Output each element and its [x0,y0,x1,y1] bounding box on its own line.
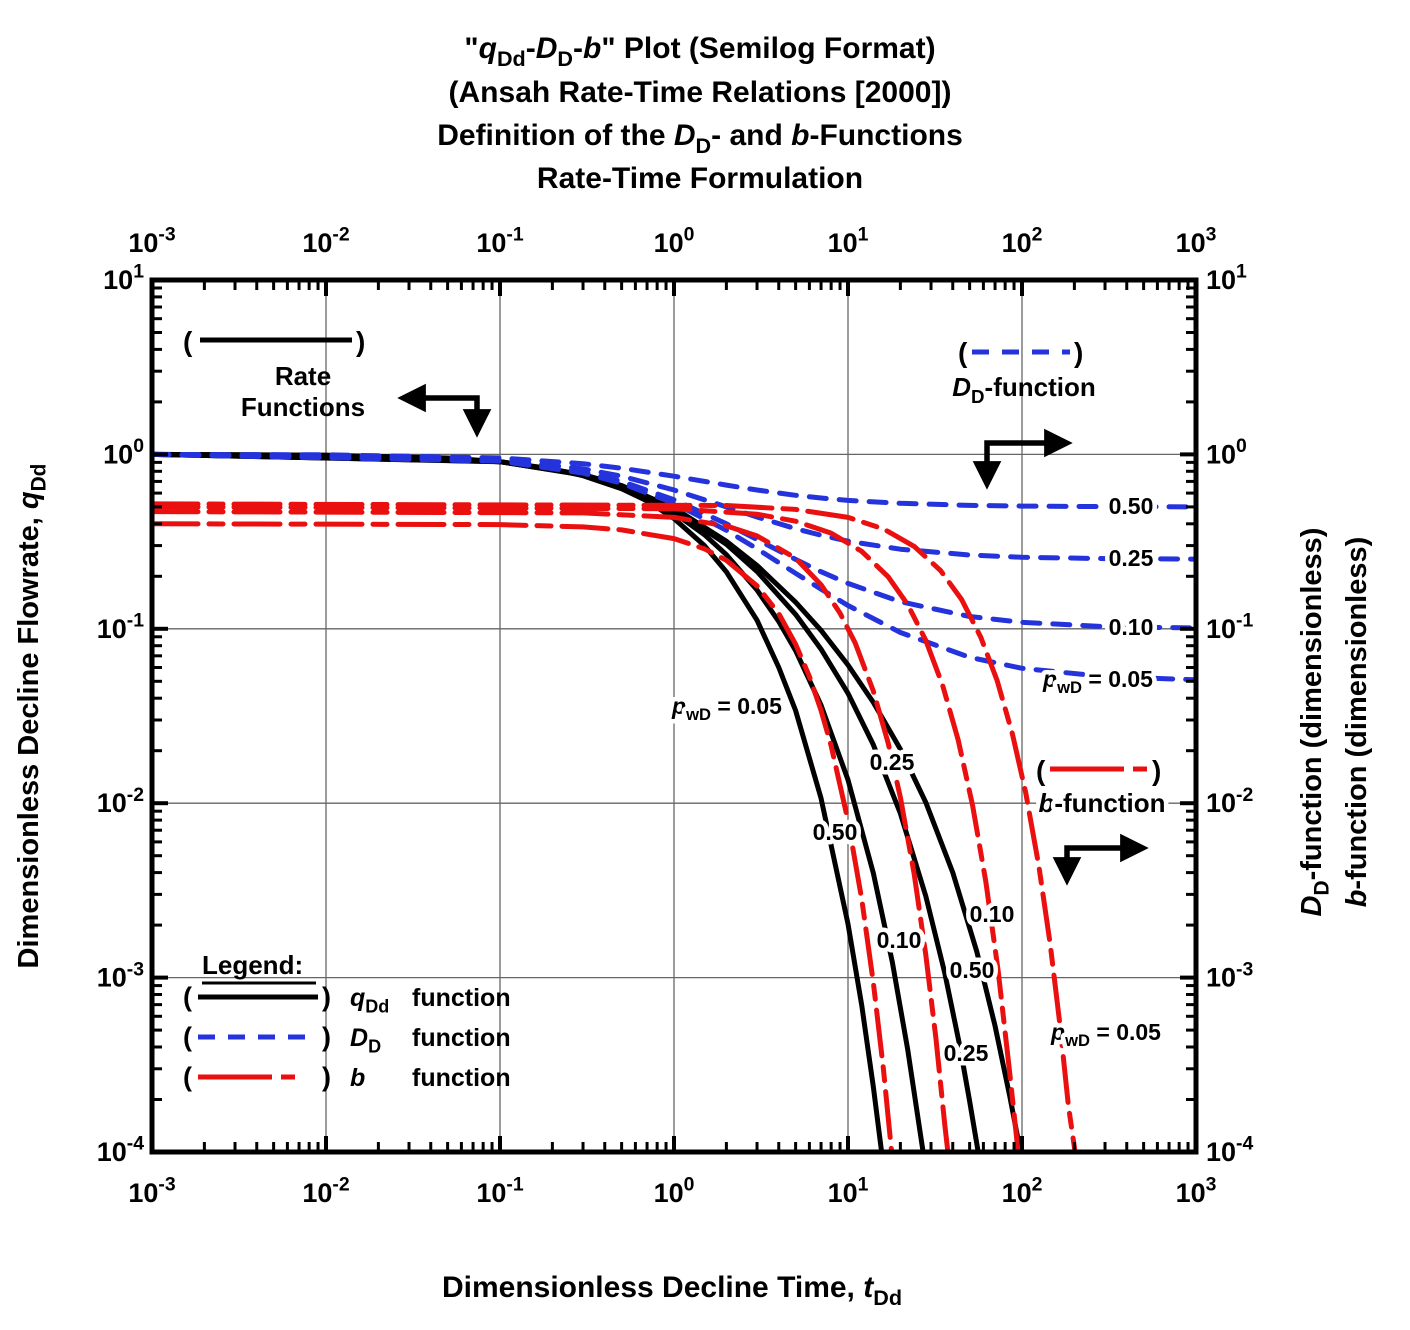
x-axis-title: Dimensionless Decline Time, tDd [442,1271,902,1310]
legend-word-dd: function [412,1024,511,1052]
axis-ticks [150,278,1198,1154]
tick-label: 101 [103,261,144,295]
tick-label: 10-4 [1206,1133,1254,1167]
tick-label: 101 [828,1174,869,1208]
curve-label: 0.25 [944,1040,989,1066]
title-line-4: Rate-Time Formulation [537,162,863,195]
curve-label: 0.25 [870,749,915,775]
y-right-axis-title-b: b-function (dimensionless) [1341,537,1373,908]
paren-close: ) [322,982,331,1012]
legend-title: Legend: [202,950,303,980]
callout-rate-functions: ( ) Rate Functions [183,326,492,438]
paren-close: ) [356,326,365,357]
paren-open: ( [183,1062,192,1092]
legend: Legend: ( ) qDd function ( ) DD function… [183,950,511,1092]
curve-D_D-pwd-0.5 [152,451,1196,510]
tick-label: 102 [1002,224,1043,258]
dd-arrow [972,428,1073,490]
rate-label-line-2: Functions [241,392,365,422]
tick-label: 10-1 [1206,609,1254,643]
curve-D_D-pwd-0.1 [152,451,1196,631]
paren-close: ) [322,1022,331,1052]
y-right-axis-title-dd: DD-function (dimensionless) [1296,528,1334,917]
legend-row-dd: ( ) DD function [183,1022,511,1057]
callout-dd-function: ( ) DD-function [952,337,1096,490]
curve-label: 0.50 [1109,493,1154,519]
title-block: "qDd-DD-b" Plot (Semilog Format) (Ansah … [437,32,963,195]
rate-label-line-1: Rate [275,361,331,391]
curve-lines [152,451,1196,1152]
title-line-3: Definition of the DD- and b-Functions [437,119,963,158]
callout-b-function: ( ) b-function [1034,755,1170,886]
tick-label: 103 [1176,1174,1217,1208]
tick-label: 103 [1176,224,1217,258]
rate-arrow [397,383,492,438]
tick-label: 10-2 [1206,784,1253,818]
paren-close: ) [1074,337,1083,368]
b-label: b-function [1038,788,1165,818]
curve-D_D-pwd-0.05 [152,451,1196,683]
tick-label: 10-2 [302,224,349,258]
paren-open: ( [1036,755,1046,786]
curve-label: 0.50 [813,819,858,845]
title-line-2: (Ansah Rate-Time Relations [2000]) [449,76,952,109]
title-line-1: "qDd-DD-b" Plot (Semilog Format) [464,32,935,71]
tick-label: 10-1 [476,1174,524,1208]
paren-open: ( [183,982,192,1012]
curve-b-pwd-0.1 [152,504,1021,1152]
tick-label: 101 [828,224,869,258]
tick-label: 100 [1206,435,1247,469]
tick-label: 10-3 [128,224,176,258]
legend-symbol-qdd: qDd [350,984,389,1017]
paren-close: ) [1152,755,1161,786]
b-arrow [1052,833,1149,886]
paren-open: ( [183,326,193,357]
curve-label: pwD = 0.05 [671,693,782,724]
tick-label: 10-2 [302,1174,349,1208]
curve-label: 0.10 [1109,614,1154,640]
curve-b-pwd-0.05 [152,501,1078,1152]
legend-row-qdd: ( ) qDd function [183,982,511,1017]
curve-b-pwd-0.5 [152,521,895,1152]
tick-label: 10-2 [97,784,144,818]
curve-label: 0.10 [877,927,922,953]
curve-label: 0.25 [1109,545,1154,571]
legend-row-b: ( ) b function [183,1062,511,1092]
tick-label: 10-3 [1206,958,1254,992]
tick-label: 10-1 [476,224,524,258]
tick-label: 10-1 [97,609,145,643]
legend-symbol-b: b [350,1064,365,1092]
curve-label: 0.10 [970,901,1015,927]
axis-tick-labels: 10-3 10-3 10-2 10-2 10-1 10-1 100 100 101 101 102 1… [97,224,1254,1208]
legend-word-b: function [412,1064,511,1092]
y-left-axis-title: Dimensionless Decline Flowrate, qDd [13,464,51,969]
tick-label: 100 [103,435,144,469]
tick-label: 10-3 [97,958,145,992]
curve-label: pwD = 0.05 [1042,666,1153,697]
tick-label: 100 [654,224,695,258]
dd-label: DD-function [952,372,1095,407]
tick-label: 102 [1002,1174,1043,1208]
legend-word-qdd: function [412,984,511,1012]
tick-label: 10-3 [128,1174,176,1208]
legend-symbol-dd: DD [350,1024,381,1057]
tick-label: 101 [1206,261,1247,295]
curve-b-pwd-0.25 [152,509,951,1152]
curve-label: 0.50 [950,957,995,983]
curve-label: pwD = 0.05 [1050,1019,1161,1050]
paren-open: ( [958,337,968,368]
paren-close: ) [322,1062,331,1092]
tick-label: 10-4 [97,1133,145,1167]
paren-open: ( [183,1022,192,1052]
tick-label: 100 [654,1174,695,1208]
